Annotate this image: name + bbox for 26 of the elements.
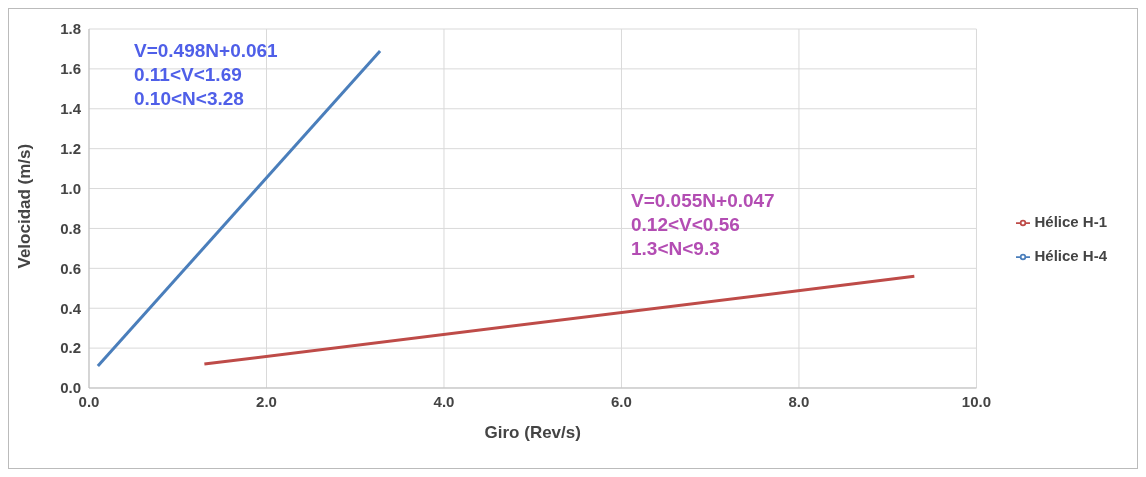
annotation: 0.12<V<0.56 [631, 213, 740, 237]
y-tick-label: 0.4 [60, 299, 82, 317]
x-axis-title: Giro (Rev/s) [484, 423, 581, 442]
y-tick-label: 1.4 [60, 100, 82, 118]
y-tick-label: 0.0 [60, 379, 81, 397]
x-tick-label: 4.0 [433, 392, 455, 410]
x-tick-label: 6.0 [611, 392, 632, 410]
x-tick-label: 0.0 [78, 392, 100, 410]
x-tick-label: 2.0 [256, 392, 277, 410]
annotation: 0.10<N<3.28 [134, 87, 244, 111]
y-tick-label: 1.6 [60, 60, 81, 78]
y-axis-title: Velocidad (m/s) [15, 143, 35, 269]
legend-label: Hélice H-4 [1034, 246, 1107, 264]
annotation: V=0.055N+0.047 [631, 189, 775, 213]
y-tick-label: 0.8 [60, 219, 81, 237]
y-tick-label: 1.0 [60, 179, 81, 197]
x-tick-label: 8.0 [788, 392, 810, 410]
legend-label: Hélice H-1 [1034, 212, 1107, 230]
annotation: 1.3<N<9.3 [631, 237, 720, 261]
annotation: V=0.498N+0.061 [134, 39, 278, 63]
y-tick-label: 1.2 [60, 139, 81, 157]
x-tick-label: 10.0 [961, 392, 992, 410]
annotation: 0.11<V<1.69 [134, 63, 242, 87]
y-tick-label: 0.2 [60, 339, 81, 357]
y-tick-label: 1.8 [60, 20, 81, 38]
y-tick-label: 0.6 [60, 259, 81, 277]
